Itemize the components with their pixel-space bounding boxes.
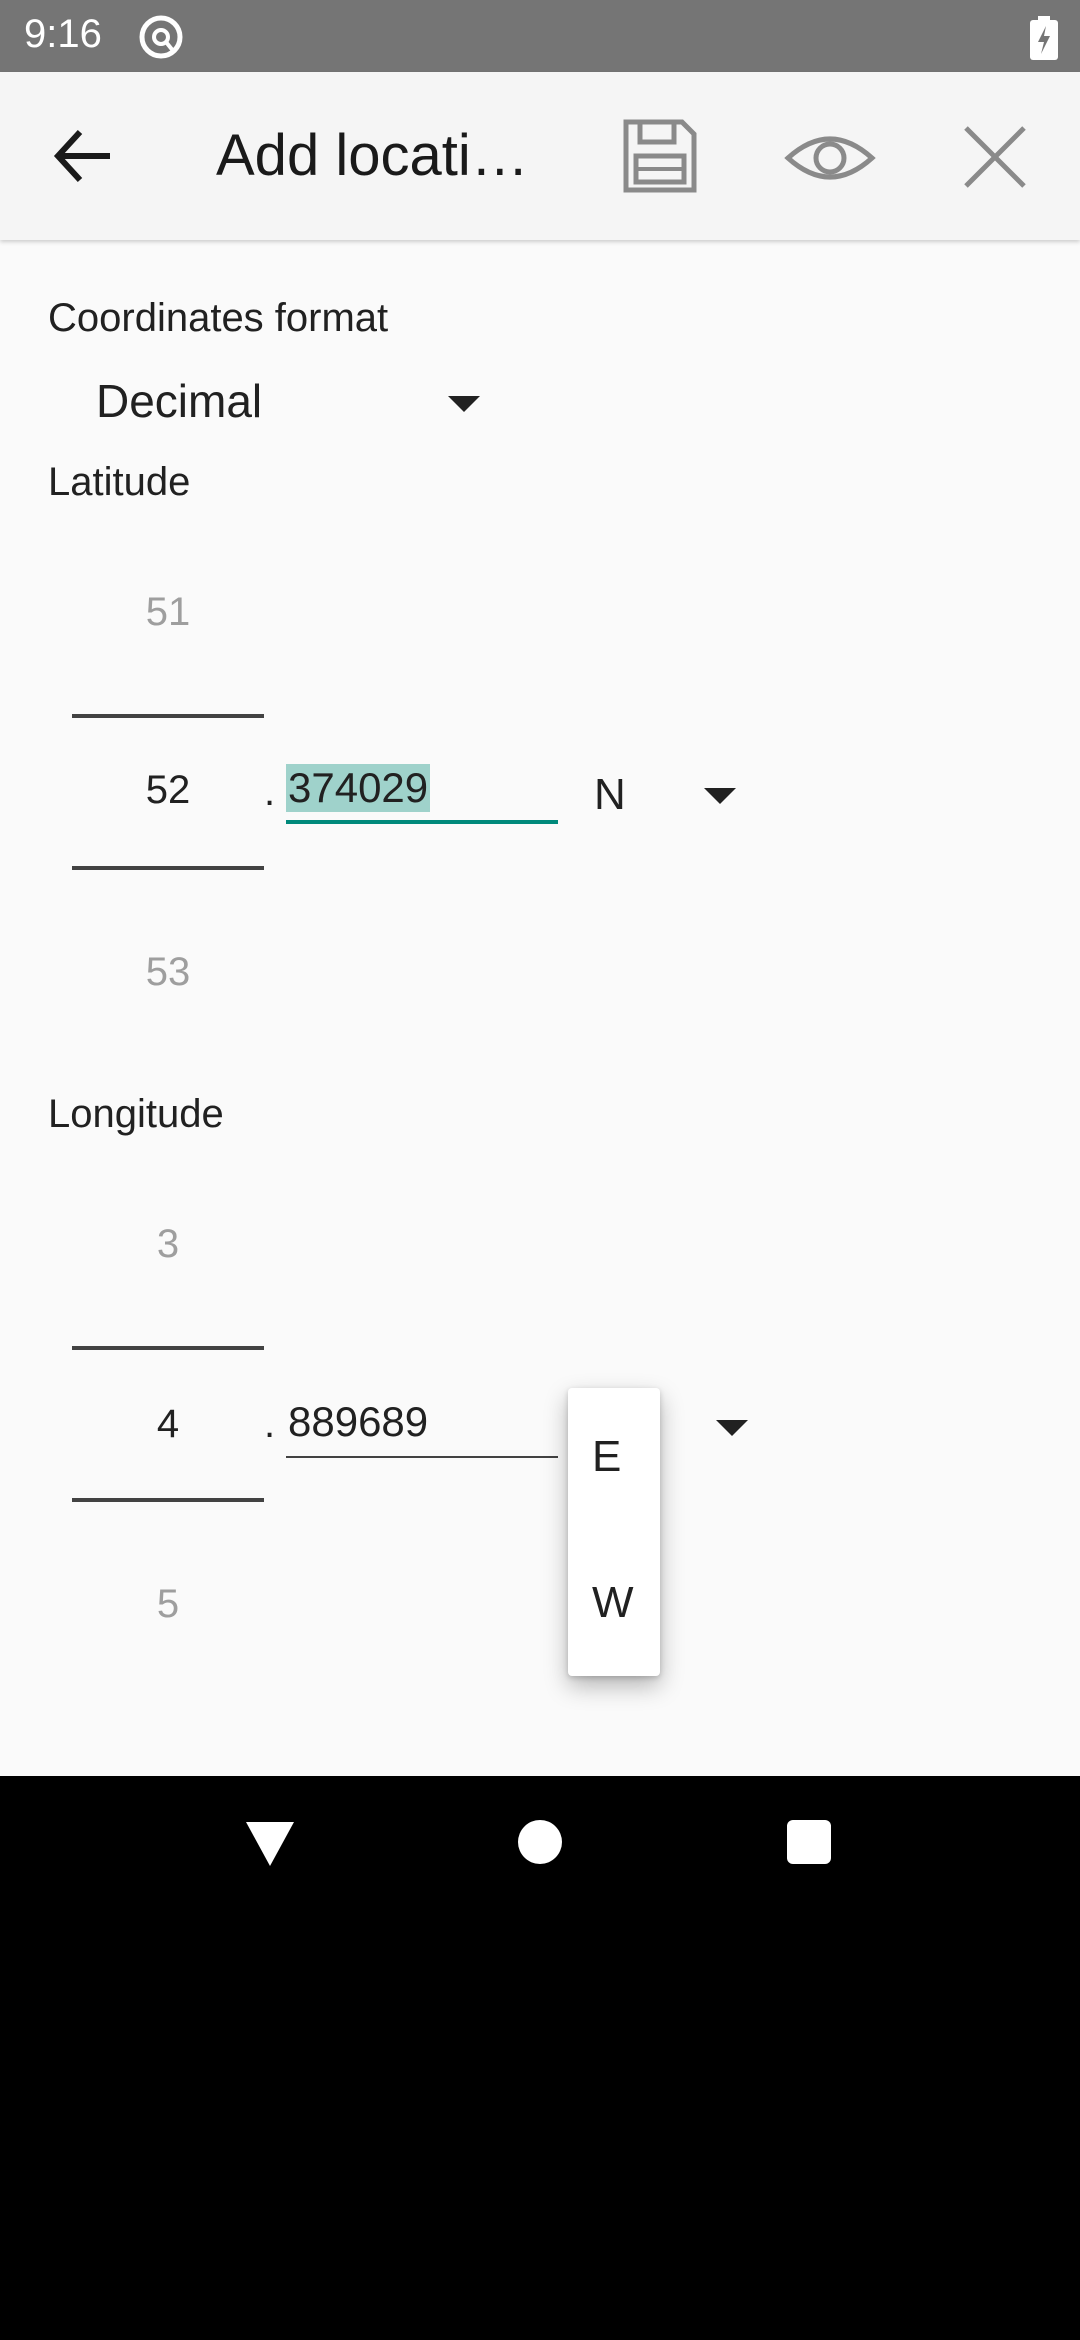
back-arrow-icon[interactable] [46,118,122,194]
menu-item-east[interactable]: E [568,1388,660,1532]
page-title: Add locati… [216,123,529,188]
coordinates-format-dropdown[interactable]: Decimal [96,368,496,448]
menu-item-label: W [592,1578,634,1627]
status-time: 9:16 [24,12,102,56]
picker-divider [72,1498,264,1502]
input-underline [286,820,558,824]
app-bar: Add locati… [0,72,1080,240]
longitude-decimal-value: 889689 [288,1398,429,1445]
system-nav-bar [0,1776,1080,1920]
picker-prev-value[interactable]: 51 [145,590,191,634]
latitude-decimal-input[interactable]: 374029 [286,758,558,824]
save-icon[interactable] [620,116,700,196]
latitude-decimal-value: 374029 [286,764,431,812]
nav-recents-icon[interactable] [787,1820,831,1864]
latitude-hemisphere-value: N [594,770,626,819]
nav-back-icon[interactable] [246,1822,294,1866]
picker-prev-value[interactable]: 3 [156,1222,180,1266]
decimal-separator: . [264,770,276,814]
location-form: Coordinates format Decimal Latitude 51 5… [0,240,1080,1776]
longitude-decimal-input[interactable]: 889689 [286,1392,558,1458]
menu-item-west[interactable]: W [568,1532,660,1676]
picker-next-value[interactable]: 5 [156,1582,180,1626]
picker-current-value[interactable]: 52 [145,768,191,812]
nav-home-icon[interactable] [518,1820,562,1864]
chevron-down-icon [716,1420,748,1436]
at-sign-icon [139,15,183,59]
hemisphere-popup-menu: E W [568,1388,660,1676]
picker-next-value[interactable]: 53 [145,950,191,994]
chevron-down-icon [704,788,736,804]
picker-divider [72,1346,264,1350]
battery-charging-icon [1030,16,1058,60]
latitude-hemisphere-dropdown[interactable]: N [594,760,784,840]
longitude-degree-picker[interactable]: 3 4 5 [72,1212,264,1632]
decimal-separator: . [264,1402,276,1446]
latitude-label: Latitude [48,460,191,504]
coordinates-format-label: Coordinates format [48,296,389,340]
status-bar: 9:16 [0,0,1080,72]
close-icon[interactable] [960,122,1030,192]
longitude-hemisphere-dropdown[interactable] [594,1390,764,1470]
eye-icon[interactable] [784,126,876,190]
chevron-down-icon [448,396,480,412]
picker-divider [72,866,264,870]
picker-divider [72,714,264,718]
menu-item-label: E [592,1432,622,1481]
longitude-label: Longitude [48,1092,224,1136]
picker-current-value[interactable]: 4 [156,1402,180,1446]
latitude-degree-picker[interactable]: 51 52 53 [72,580,264,1000]
coordinates-format-value: Decimal [96,375,263,427]
input-underline [286,1456,558,1458]
